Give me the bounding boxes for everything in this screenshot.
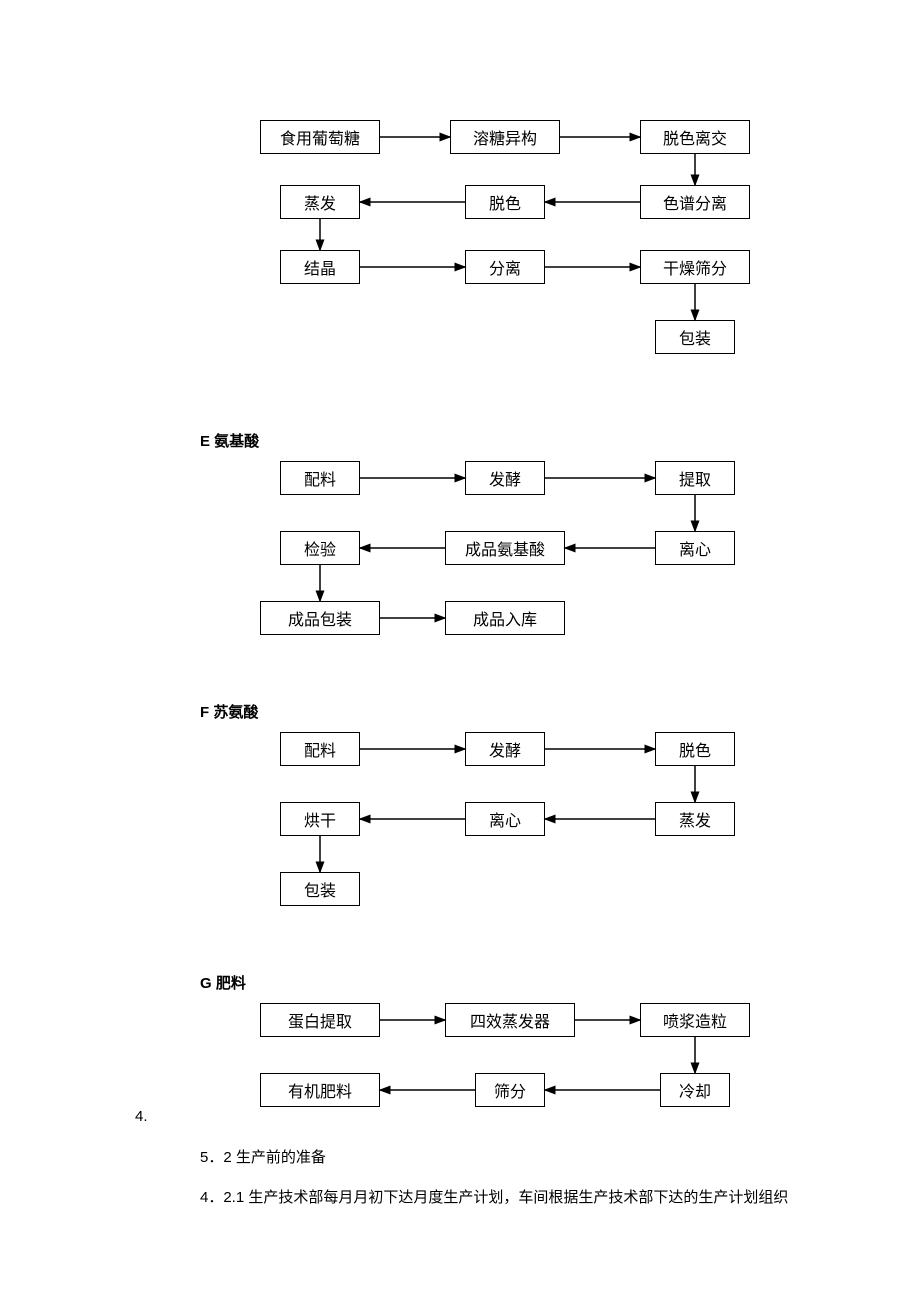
flow-box: 成品包装 <box>260 601 380 635</box>
flow-box: 包装 <box>655 320 735 354</box>
flow-box: 发酵 <box>465 461 545 495</box>
flow-box: 四效蒸发器 <box>445 1003 575 1037</box>
flowchart-1: 食用葡萄糖 溶糖异构 脱色离交蒸发 脱色 色谱分离结晶 分离 干燥筛分包装 <box>200 120 800 400</box>
flow-box: 包装 <box>280 872 360 906</box>
flow-box: 筛分 <box>475 1073 545 1107</box>
flow-box: 配料 <box>280 461 360 495</box>
flow-box: 脱色 <box>465 185 545 219</box>
flow-box: 脱色 <box>655 732 735 766</box>
flowchart-3: 配料 发酵 脱色烘干 离心 蒸发包装 <box>200 732 800 942</box>
flow-box: 结晶 <box>280 250 360 284</box>
flow-box: 干燥筛分 <box>640 250 750 284</box>
flow-box: 配料 <box>280 732 360 766</box>
flow-box: 发酵 <box>465 732 545 766</box>
section-title-g: G 肥料 <box>200 972 800 993</box>
flow-box: 喷浆造粒 <box>640 1003 750 1037</box>
flow-box: 有机肥料 <box>260 1073 380 1107</box>
flow-box: 提取 <box>655 461 735 495</box>
body-line-1: 5．2 生产前的准备 <box>200 1143 800 1173</box>
flow-box: 食用葡萄糖 <box>260 120 380 154</box>
flow-box: 成品入库 <box>445 601 565 635</box>
flowchart-2: 配料 发酵 提取检验 成品氨基酸 离心成品包装 成品入库 <box>200 461 800 671</box>
flow-box: 溶糖异构 <box>450 120 560 154</box>
flow-box: 脱色离交 <box>640 120 750 154</box>
flow-box: 烘干 <box>280 802 360 836</box>
section-title-e: E 氨基酸 <box>200 430 800 451</box>
flow-box: 冷却 <box>660 1073 730 1107</box>
list-number-4: 4. <box>135 1108 148 1125</box>
body-line-2: 4．2.1 生产技术部每月月初下达月度生产计划，车间根据生产技术部下达的生产计划… <box>200 1183 800 1213</box>
flow-box: 蛋白提取 <box>260 1003 380 1037</box>
flow-box: 色谱分离 <box>640 185 750 219</box>
flowchart-4: 蛋白提取 四效蒸发器 喷浆造粒有机肥料 筛分 冷却 <box>200 1003 800 1133</box>
flow-box: 检验 <box>280 531 360 565</box>
flow-box: 蒸发 <box>280 185 360 219</box>
flow-box: 离心 <box>655 531 735 565</box>
flow-box: 蒸发 <box>655 802 735 836</box>
section-title-f: F 苏氨酸 <box>200 701 800 722</box>
flow-box: 分离 <box>465 250 545 284</box>
flow-box: 成品氨基酸 <box>445 531 565 565</box>
flow-box: 离心 <box>465 802 545 836</box>
